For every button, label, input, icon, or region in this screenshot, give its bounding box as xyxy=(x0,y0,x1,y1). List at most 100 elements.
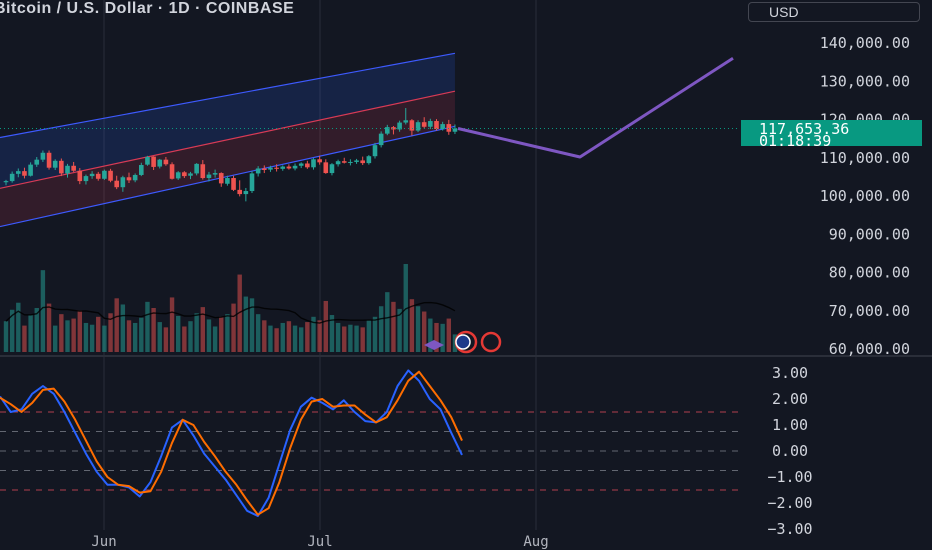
candle-body xyxy=(354,160,359,162)
volume-bar xyxy=(163,327,169,352)
candle-body xyxy=(169,164,175,179)
volume-bar xyxy=(262,320,267,352)
volume-bar xyxy=(366,320,372,352)
candle-body xyxy=(22,171,27,176)
volume-bar xyxy=(354,325,359,352)
volume-bar xyxy=(440,323,445,352)
volume-bar xyxy=(176,315,181,352)
last-price-value: 117,653.36 xyxy=(759,120,850,138)
stoch-d-line xyxy=(0,370,463,516)
stoch-tick-label: 3.00 xyxy=(772,364,808,382)
volume-bar xyxy=(40,270,46,352)
stoch-tick-label: 1.00 xyxy=(772,416,808,434)
volume-bar xyxy=(372,316,378,352)
candle-body xyxy=(28,164,33,176)
price-tick-label: 100,000.00 xyxy=(820,187,910,205)
volume-bar xyxy=(3,321,9,352)
price-tick-label: 60,000.00 xyxy=(829,340,910,358)
price-tick-label: 90,000.00 xyxy=(829,225,910,243)
volume-bar xyxy=(9,309,15,352)
volume-bar xyxy=(335,322,341,352)
candle-body xyxy=(231,178,236,190)
candle-body xyxy=(243,191,249,195)
volume-bar xyxy=(385,292,390,352)
channel-upper-fill xyxy=(0,53,455,189)
overlay-layer xyxy=(0,57,740,354)
volume-bar xyxy=(434,322,439,352)
candle-body xyxy=(317,159,322,163)
candle-body xyxy=(434,121,439,130)
volume-bar xyxy=(305,322,310,352)
volume-bar xyxy=(329,315,335,352)
symbol-title[interactable]: Bitcoin / U.S. Dollar · 1D · COINBASE xyxy=(0,0,295,17)
volume-bar xyxy=(108,313,113,352)
price-tick-label: 140,000.00 xyxy=(820,34,910,52)
candle-body xyxy=(114,180,119,188)
channel-upper-line xyxy=(0,52,456,139)
candle-body xyxy=(286,166,292,169)
candle-body xyxy=(120,177,126,188)
stoch-tick-label: 0.00 xyxy=(772,442,808,460)
bar-countdown: 01:18:39 xyxy=(759,132,832,150)
volume-bar xyxy=(132,322,138,352)
stoch-k-line xyxy=(0,369,463,517)
volume-bar xyxy=(292,325,298,352)
candle-body xyxy=(323,162,329,174)
volume-bar xyxy=(28,315,33,352)
candle-body xyxy=(372,145,378,157)
volume-bar xyxy=(77,310,82,352)
candle-body xyxy=(446,124,452,132)
volume-bar xyxy=(323,300,328,352)
volume-bar xyxy=(139,317,144,352)
volume-bar xyxy=(83,322,89,352)
candle-body xyxy=(403,120,409,123)
candle-body xyxy=(71,165,76,171)
stochastic-panel[interactable] xyxy=(0,369,740,517)
volume-bar xyxy=(151,308,156,352)
event-flag-icon xyxy=(480,331,502,353)
candle-body xyxy=(95,173,101,179)
volume-bar xyxy=(317,320,322,352)
channel-lower-fill xyxy=(0,91,455,227)
candle-body xyxy=(65,165,70,174)
candle-body xyxy=(255,168,261,174)
volume-bar xyxy=(145,301,150,352)
candle-body xyxy=(145,156,150,165)
volume-bar xyxy=(311,316,316,352)
last-price-tag: 117,653.36 01:18:39 xyxy=(741,120,922,150)
volume-bar xyxy=(182,326,187,352)
volume-bar xyxy=(268,325,273,352)
volume-bar xyxy=(157,322,162,352)
volume-bar xyxy=(120,304,126,352)
candle-body xyxy=(341,161,347,163)
volume-bars xyxy=(3,264,458,352)
grid-layer xyxy=(0,0,932,530)
time-tick-label: Jun xyxy=(91,534,116,550)
currency-selector[interactable]: USD xyxy=(748,2,920,22)
candle-body xyxy=(360,160,365,164)
projection-path xyxy=(457,57,734,159)
regression-channel xyxy=(0,52,456,228)
channel-middle-line xyxy=(0,90,456,189)
candle-body xyxy=(415,122,421,131)
time-tick-label: Aug xyxy=(523,534,548,550)
volume-bar xyxy=(249,298,255,352)
volume-bar xyxy=(188,321,193,352)
candle-body xyxy=(46,152,52,168)
candle-body xyxy=(268,167,273,170)
volume-bar xyxy=(53,325,58,352)
candle-body xyxy=(421,122,427,127)
candle-body xyxy=(59,160,64,174)
volume-bar xyxy=(280,322,285,352)
candlesticks[interactable] xyxy=(3,108,458,202)
candle-body xyxy=(157,159,163,167)
stoch-tick-label: −1.00 xyxy=(767,468,812,486)
volume-bar xyxy=(65,320,70,352)
volume-bar xyxy=(397,308,402,352)
candle-body xyxy=(305,163,310,168)
candle-body xyxy=(428,121,433,127)
event-pointer-icon xyxy=(424,340,444,350)
price-tick-label: 80,000.00 xyxy=(829,264,910,282)
